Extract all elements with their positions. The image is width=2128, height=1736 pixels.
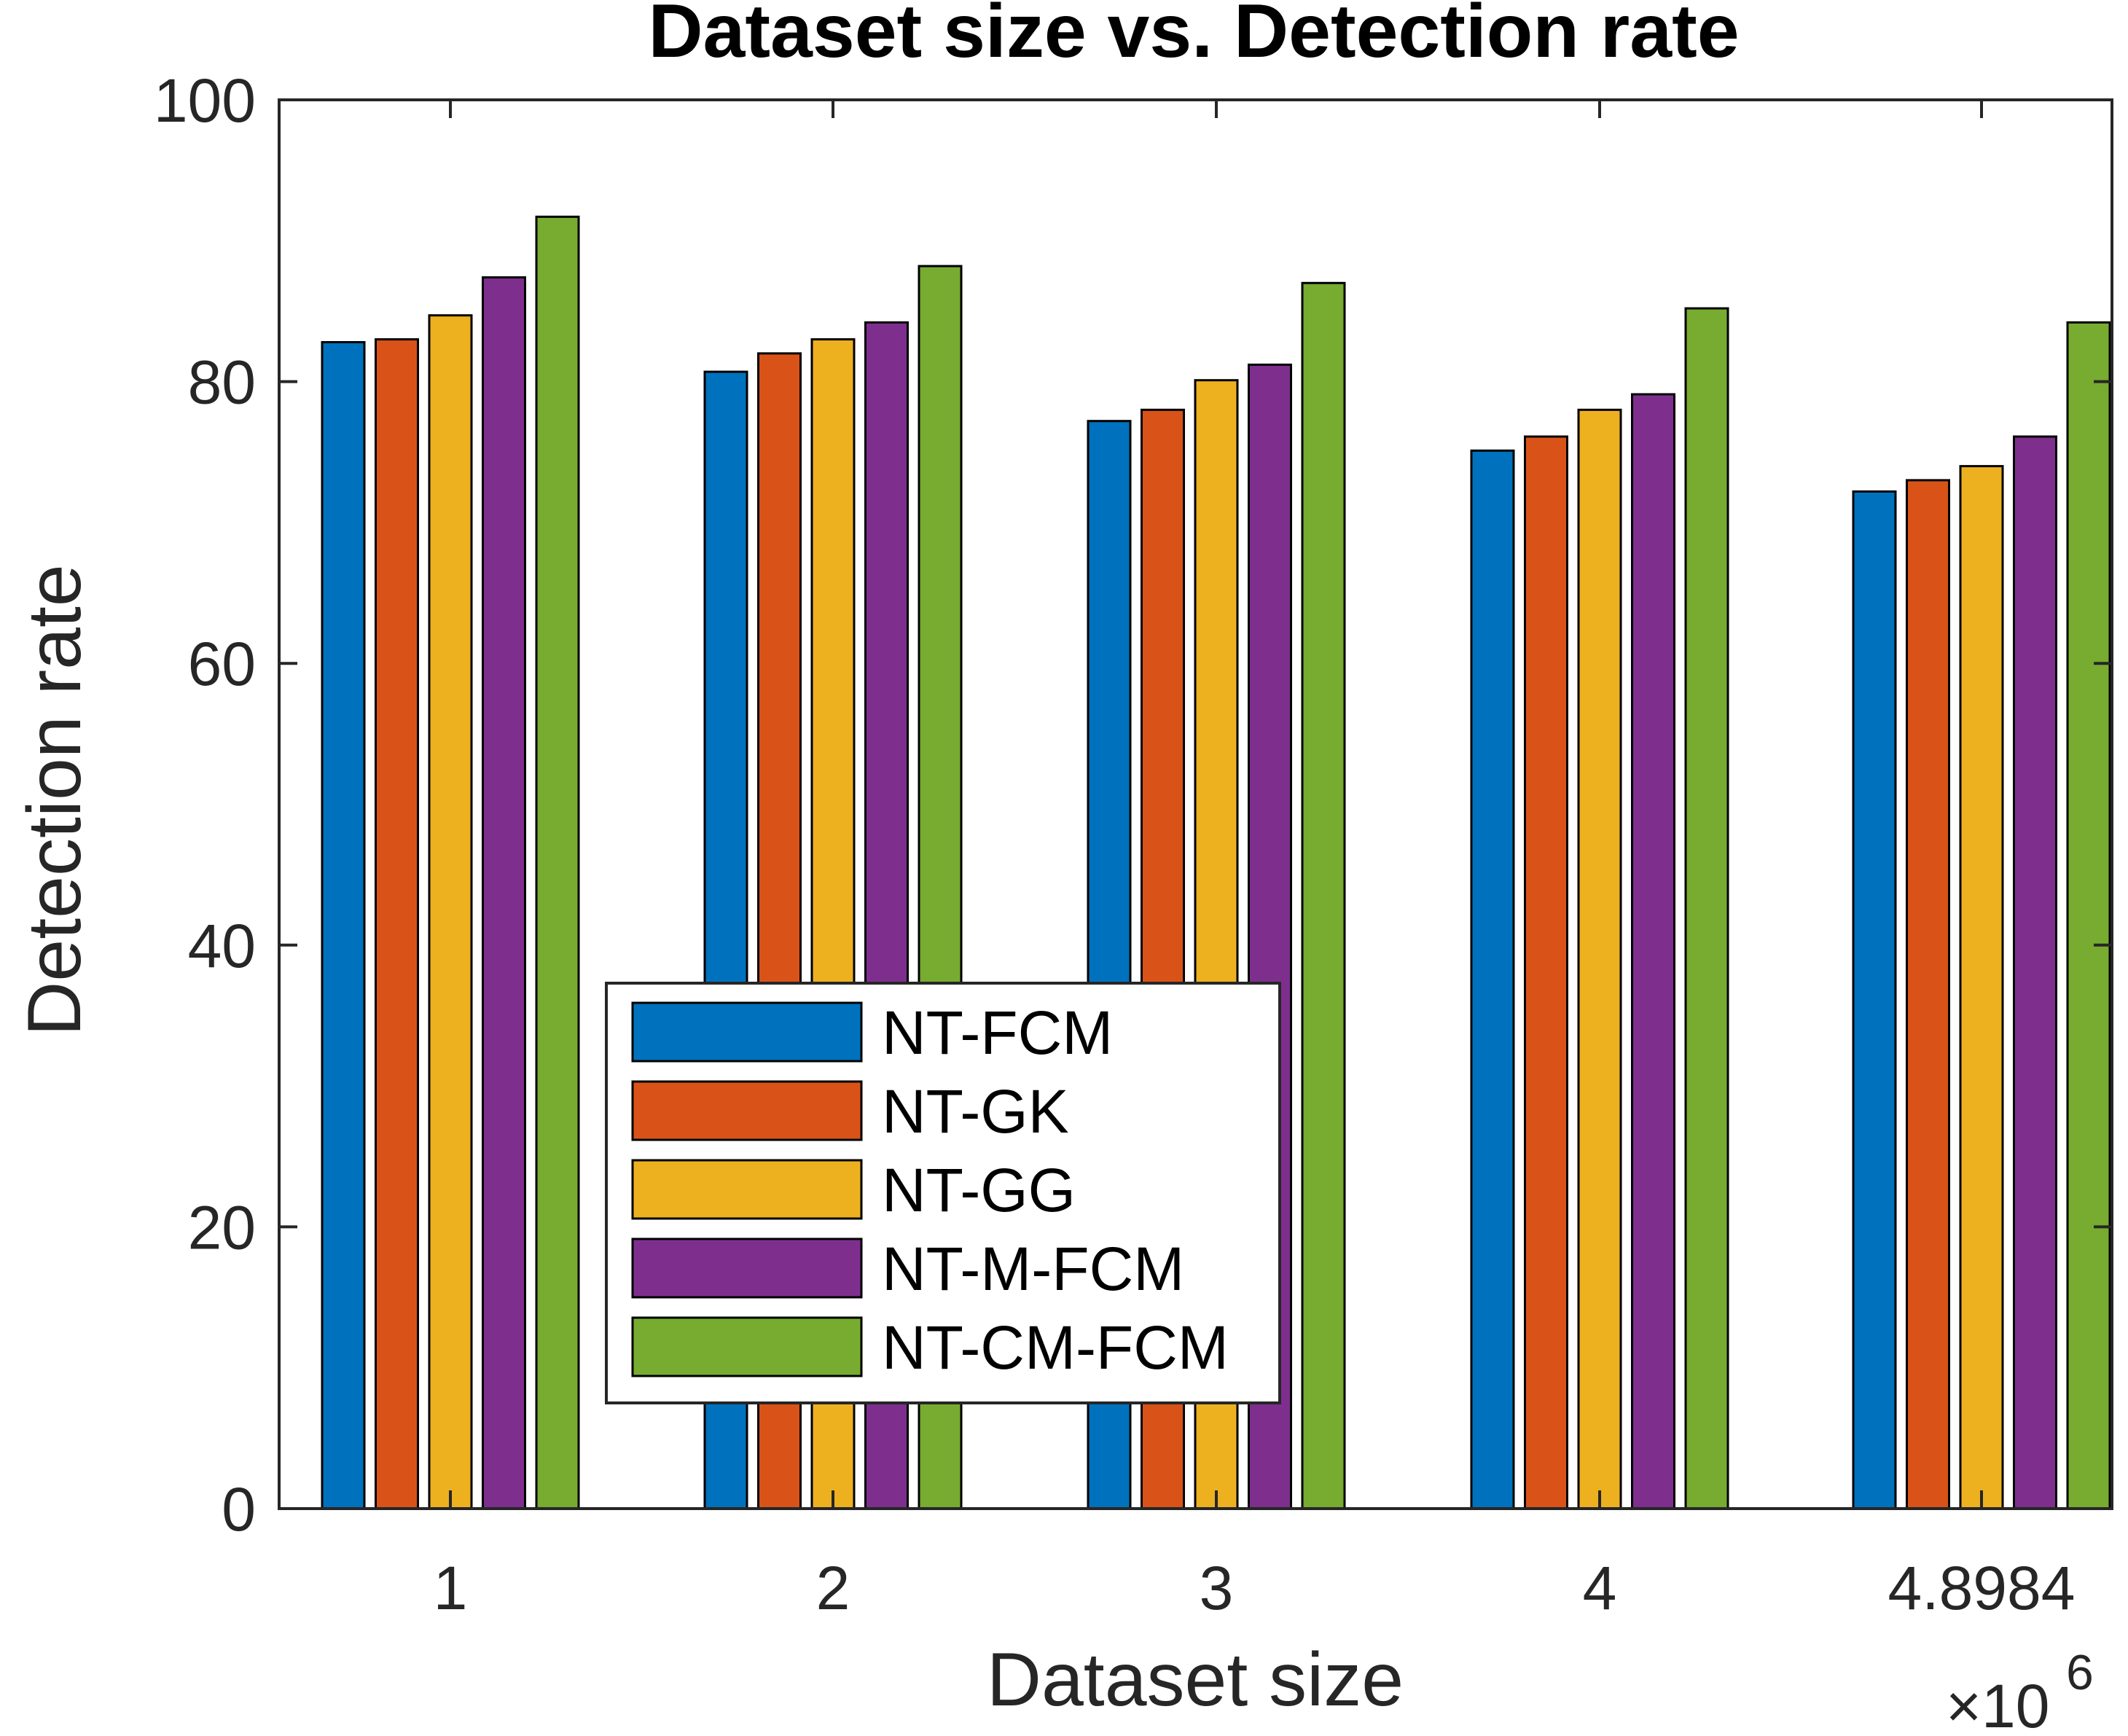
y-tick-label: 20 [188, 1193, 256, 1262]
legend-label-nt-fcm: NT-FCM [882, 998, 1113, 1067]
x-exponent-power: 6 [2066, 1645, 2094, 1700]
bar-nt-fcm-4.8984 [1852, 490, 1897, 1510]
legend-label-nt-gg: NT-GG [882, 1156, 1076, 1224]
x-tick-label: 2 [816, 1554, 850, 1622]
bar-nt-gk-4.8984 [1906, 479, 1950, 1510]
legend-label-nt-gk: NT-GK [882, 1077, 1069, 1146]
x-axis-exponent: ×10 6 [1946, 1645, 2094, 1736]
bar-nt-cm-fcm-1 [535, 215, 580, 1510]
y-tick-label: 40 [188, 912, 256, 980]
y-tick-label: 100 [154, 66, 256, 135]
legend-swatch-nt-cm-fcm [631, 1316, 863, 1377]
x-exponent-base: ×10 [1946, 1672, 2050, 1736]
chart-title: Dataset size vs. Detection rate [648, 0, 1739, 74]
x-tick-label: 1 [434, 1554, 468, 1622]
y-tick-label: 80 [188, 348, 256, 417]
legend-swatch-nt-fcm [631, 1001, 863, 1063]
x-axis-ticks: 1 2 3 4 4.8984 [434, 100, 2076, 1622]
legend-label-nt-cm-fcm: NT-CM-FCM [882, 1313, 1229, 1382]
x-tick-label: 4 [1583, 1554, 1617, 1622]
legend-swatch-nt-m-fcm [631, 1238, 863, 1299]
bar-nt-gk-1 [375, 338, 419, 1510]
legend: NT-FCM NT-GK NT-GG NT-M-FCM NT-CM-FCM [605, 982, 1281, 1404]
y-axis-ticks: 0 20 40 60 80 100 [154, 66, 2112, 1544]
bar-nt-cm-fcm-4.8984 [2066, 321, 2111, 1510]
legend-swatch-nt-gg [631, 1159, 863, 1220]
bar-nt-cm-fcm-4 [1684, 307, 1729, 1510]
bar-nt-fcm-1 [321, 341, 366, 1510]
x-axis-label: Dataset size [987, 1638, 1404, 1722]
x-tick-label: 3 [1200, 1554, 1234, 1622]
y-tick-label: 60 [188, 630, 256, 698]
bar-nt-gg-1 [428, 314, 473, 1510]
bar-nt-fcm-4 [1470, 449, 1515, 1510]
legend-swatch-nt-gk [631, 1080, 863, 1141]
y-tick-label: 0 [222, 1475, 256, 1544]
y-axis-label: Detection rate [12, 564, 97, 1036]
bar-nt-gg-4 [1577, 408, 1622, 1510]
legend-label-nt-m-fcm: NT-M-FCM [882, 1235, 1184, 1303]
x-tick-label: 4.8984 [1888, 1554, 2076, 1622]
bar-nt-m-fcm-4 [1631, 393, 1675, 1510]
bar-nt-m-fcm-1 [482, 276, 526, 1510]
plot-area-border [278, 98, 2113, 1510]
bar-nt-gg-4.8984 [1959, 465, 2004, 1510]
bar-nt-cm-fcm-3 [1301, 281, 1346, 1510]
bar-nt-m-fcm-4.8984 [2013, 435, 2057, 1510]
bar-nt-gk-4 [1524, 435, 1568, 1510]
